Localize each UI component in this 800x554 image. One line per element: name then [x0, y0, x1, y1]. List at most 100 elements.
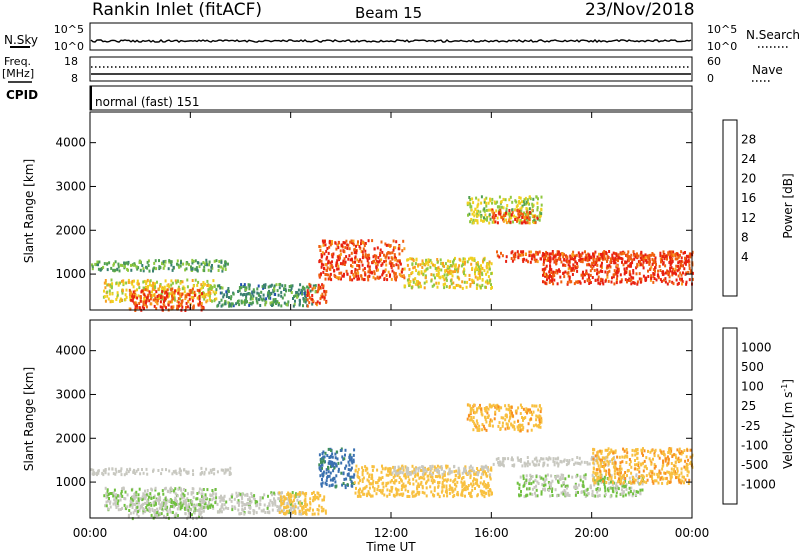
heatmap-cell — [489, 208, 492, 212]
heatmap-cell — [175, 512, 178, 516]
heatmap-cell — [166, 284, 169, 288]
heatmap-cell — [213, 467, 216, 471]
heatmap-cell — [377, 256, 380, 260]
heatmap-cell — [645, 474, 648, 478]
heatmap-cell — [122, 487, 125, 491]
heatmap-cell — [454, 256, 456, 260]
heatmap-cell — [290, 286, 293, 290]
heatmap-cell — [114, 260, 117, 264]
heatmap-cell — [556, 457, 559, 461]
heatmap-cell — [646, 478, 649, 482]
heatmap-cell — [270, 491, 273, 495]
heatmap-cell — [243, 284, 246, 288]
heatmap-cell — [183, 286, 186, 290]
heatmap-cell — [582, 273, 585, 277]
heatmap-cell — [335, 484, 338, 488]
heatmap-cell — [612, 275, 615, 279]
heatmap-cell — [502, 219, 505, 223]
heatmap-cell — [567, 274, 570, 278]
heatmap-cell — [166, 489, 169, 493]
heatmap-cell — [540, 212, 543, 216]
colorbar-tick-label: 8 — [741, 230, 749, 244]
heatmap-cell — [118, 269, 121, 273]
heatmap-cell — [327, 470, 330, 474]
heatmap-cell — [455, 283, 458, 287]
heatmap-cell — [475, 481, 478, 485]
heatmap-cell — [161, 295, 164, 299]
heatmap-cell — [380, 263, 383, 267]
heatmap-cell — [681, 260, 684, 264]
heatmap-cell — [322, 243, 325, 247]
heatmap-cell — [525, 258, 528, 262]
heatmap-cell — [504, 214, 507, 217]
heatmap-cell — [130, 268, 133, 272]
heatmap-cell — [198, 265, 201, 269]
heatmap-cell — [320, 265, 323, 269]
heatmap-cell — [284, 497, 287, 501]
heatmap-cell — [160, 512, 163, 516]
heatmap-cell — [194, 259, 197, 263]
heatmap-cell — [374, 261, 377, 265]
heatmap-cell — [485, 272, 488, 276]
heatmap-cell — [482, 219, 484, 223]
heatmap-cell — [248, 502, 250, 505]
heatmap-cell — [406, 495, 409, 498]
heatmap-cell — [200, 466, 203, 470]
heatmap-cell — [540, 195, 543, 199]
heatmap-cell — [320, 259, 323, 263]
heatmap-cell — [296, 498, 299, 502]
heatmap-cell — [326, 476, 329, 480]
heatmap-cell — [327, 465, 329, 469]
heatmap-cell — [215, 291, 218, 295]
heatmap-cell — [639, 491, 642, 495]
heatmap-cell — [478, 267, 481, 271]
heatmap-cell — [210, 269, 213, 273]
heatmap-cell — [492, 462, 495, 466]
heatmap-cell — [294, 495, 297, 498]
heatmap-cell — [386, 488, 389, 492]
heatmap-cell — [355, 251, 358, 255]
heatmap-cell — [669, 451, 672, 455]
heatmap-cell — [150, 497, 153, 500]
heatmap-cell — [362, 469, 365, 472]
heatmap-cell — [536, 480, 539, 484]
heatmap-cell — [672, 282, 675, 286]
heatmap-cell — [418, 281, 421, 285]
heatmap-cell — [689, 455, 692, 459]
heatmap-cell — [551, 279, 554, 283]
heatmap-cell — [502, 464, 505, 468]
heatmap-cell — [382, 269, 385, 273]
heatmap-cell — [518, 221, 521, 225]
heatmap-cell — [538, 475, 541, 479]
heatmap-cell — [454, 263, 457, 267]
heatmap-cell — [168, 285, 171, 289]
heatmap-cell — [329, 265, 332, 268]
heatmap-cell — [429, 465, 432, 468]
heatmap-cell — [119, 299, 121, 303]
heatmap-cell — [251, 292, 254, 296]
heatmap-cell — [412, 266, 415, 270]
heatmap-cell — [461, 493, 464, 497]
heatmap-cell — [666, 271, 669, 275]
heatmap-cell — [114, 501, 117, 505]
heatmap-cell — [681, 282, 683, 286]
heatmap-cell — [314, 290, 317, 294]
heatmap-cell — [390, 264, 393, 267]
heatmap-cell — [680, 481, 683, 485]
heatmap-cell — [623, 251, 626, 255]
heatmap-cell — [214, 501, 217, 505]
heatmap-cell — [290, 502, 292, 506]
heatmap-cell — [441, 472, 444, 476]
heatmap-cell — [530, 250, 532, 254]
heatmap-cell — [178, 265, 181, 269]
heatmap-cell — [511, 250, 514, 254]
heatmap-cell — [144, 489, 146, 493]
heatmap-cell — [379, 253, 382, 257]
heatmap-cell — [604, 279, 607, 283]
heatmap-cell — [577, 491, 579, 494]
heatmap-cell — [536, 252, 539, 256]
heatmap-cell — [291, 284, 294, 288]
heatmap-cell — [396, 259, 399, 263]
heatmap-cell — [325, 300, 328, 304]
heatmap-cell — [397, 468, 400, 472]
